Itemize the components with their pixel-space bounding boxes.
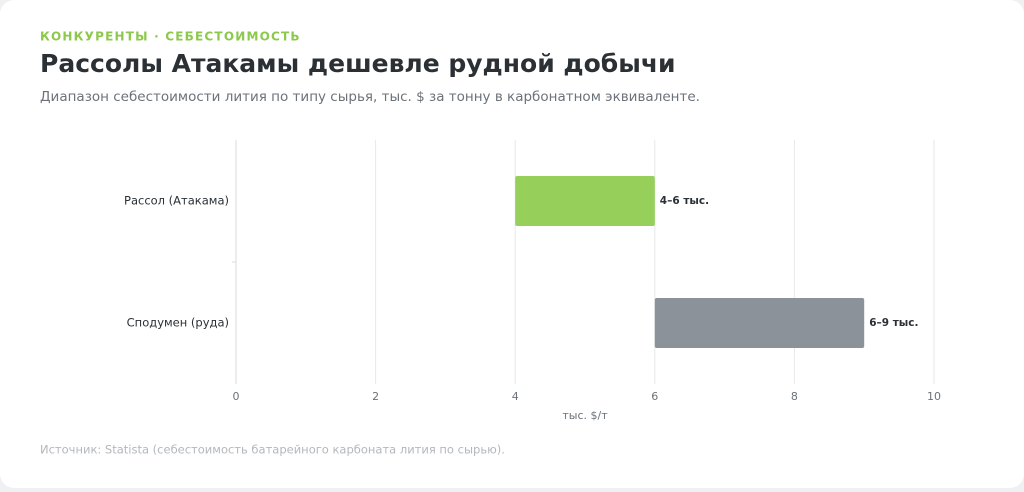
- chart-subtitle: Диапазон себестоимости лития по типу сыр…: [40, 89, 700, 105]
- y-tick-label: Сподумен (руда): [127, 316, 229, 330]
- chart-title: Рассолы Атакамы дешевле рудной добычи: [40, 49, 676, 78]
- source: Источник: Statista (себестоимость батаре…: [40, 443, 505, 457]
- data-label: 4–6 тыс.: [660, 195, 709, 207]
- data-label: 6–9 тыс.: [869, 317, 918, 329]
- bar: [654, 298, 865, 348]
- x-tick-label: 0: [233, 390, 240, 403]
- y-tick-label: Рассол (Атакама): [124, 194, 229, 208]
- x-tick-label: 6: [651, 390, 658, 403]
- x-tick-label: 8: [791, 390, 798, 403]
- eyebrow: КОНКУРЕНТЫ · СЕБЕСТОИМОСТЬ: [40, 30, 301, 44]
- x-tick-label: 10: [927, 390, 941, 403]
- x-axis-label: тыс. $/т: [562, 409, 608, 422]
- x-tick-label: 4: [512, 390, 519, 403]
- bar: [515, 176, 655, 226]
- x-tick-label: 2: [372, 390, 379, 403]
